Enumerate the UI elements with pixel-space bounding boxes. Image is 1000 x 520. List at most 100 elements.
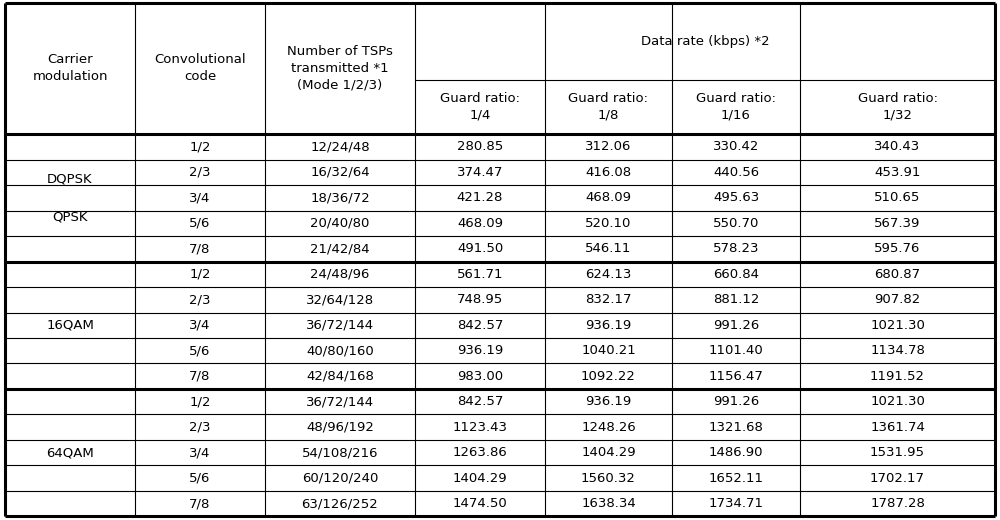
Text: Guard ratio:
1/16: Guard ratio: 1/16 <box>696 92 776 122</box>
Text: 983.00: 983.00 <box>457 370 503 383</box>
Text: 495.63: 495.63 <box>713 191 759 204</box>
Text: 60/120/240: 60/120/240 <box>302 472 378 485</box>
Text: 1/2: 1/2 <box>189 395 211 408</box>
Text: 1248.26: 1248.26 <box>581 421 636 434</box>
Text: 561.71: 561.71 <box>457 268 503 281</box>
Text: 1021.30: 1021.30 <box>870 395 925 408</box>
Text: 1040.21: 1040.21 <box>581 344 636 357</box>
Text: 340.43: 340.43 <box>874 140 921 153</box>
Text: 1092.22: 1092.22 <box>581 370 636 383</box>
Text: 63/126/252: 63/126/252 <box>302 497 378 510</box>
Text: 1474.50: 1474.50 <box>453 497 507 510</box>
Text: 64QAM: 64QAM <box>46 446 94 459</box>
Text: Guard ratio:
1/32: Guard ratio: 1/32 <box>858 92 938 122</box>
Text: 1/2: 1/2 <box>189 268 211 281</box>
Text: 748.95: 748.95 <box>457 293 503 306</box>
Text: 1734.71: 1734.71 <box>708 497 764 510</box>
Text: Number of TSPs
transmitted *1
(Mode 1/2/3): Number of TSPs transmitted *1 (Mode 1/2/… <box>287 45 393 92</box>
Text: 7/8: 7/8 <box>189 242 211 255</box>
Text: 907.82: 907.82 <box>874 293 921 306</box>
Text: 578.23: 578.23 <box>713 242 759 255</box>
Text: 680.87: 680.87 <box>874 268 921 281</box>
Text: 1021.30: 1021.30 <box>870 319 925 332</box>
Text: 546.11: 546.11 <box>585 242 632 255</box>
Text: 936.19: 936.19 <box>585 395 632 408</box>
Text: 842.57: 842.57 <box>457 395 503 408</box>
Text: 2/3: 2/3 <box>189 293 211 306</box>
Text: 595.76: 595.76 <box>874 242 921 255</box>
Text: 1560.32: 1560.32 <box>581 472 636 485</box>
Text: 20/40/80: 20/40/80 <box>310 217 370 230</box>
Text: 7/8: 7/8 <box>189 497 211 510</box>
Text: Data rate (kbps) *2: Data rate (kbps) *2 <box>641 34 769 47</box>
Text: 3/4: 3/4 <box>189 446 211 459</box>
Text: Guard ratio:
1/8: Guard ratio: 1/8 <box>568 92 648 122</box>
Text: 1361.74: 1361.74 <box>870 421 925 434</box>
Text: 24/48/96: 24/48/96 <box>310 268 370 281</box>
Text: 1486.90: 1486.90 <box>709 446 763 459</box>
Text: 624.13: 624.13 <box>585 268 632 281</box>
Text: 832.17: 832.17 <box>585 293 632 306</box>
Text: 330.42: 330.42 <box>713 140 759 153</box>
Text: 1263.86: 1263.86 <box>453 446 507 459</box>
Text: 36/72/144: 36/72/144 <box>306 395 374 408</box>
Text: 991.26: 991.26 <box>713 319 759 332</box>
Text: 991.26: 991.26 <box>713 395 759 408</box>
Text: 42/84/168: 42/84/168 <box>306 370 374 383</box>
Text: 1101.40: 1101.40 <box>709 344 763 357</box>
Text: 54/108/216: 54/108/216 <box>302 446 378 459</box>
Text: 1/2: 1/2 <box>189 140 211 153</box>
Text: 453.91: 453.91 <box>874 166 921 179</box>
Text: 567.39: 567.39 <box>874 217 921 230</box>
Text: 936.19: 936.19 <box>585 319 632 332</box>
Text: 3/4: 3/4 <box>189 319 211 332</box>
Text: 881.12: 881.12 <box>713 293 759 306</box>
Text: 1156.47: 1156.47 <box>709 370 763 383</box>
Text: 1191.52: 1191.52 <box>870 370 925 383</box>
Text: 520.10: 520.10 <box>585 217 632 230</box>
Text: 48/96/192: 48/96/192 <box>306 421 374 434</box>
Text: 421.28: 421.28 <box>457 191 503 204</box>
Text: 1123.43: 1123.43 <box>452 421 508 434</box>
Text: Convolutional
code: Convolutional code <box>154 54 246 83</box>
Text: 374.47: 374.47 <box>457 166 503 179</box>
Text: 36/72/144: 36/72/144 <box>306 319 374 332</box>
Text: 416.08: 416.08 <box>585 166 632 179</box>
Text: 1404.29: 1404.29 <box>453 472 507 485</box>
Text: DQPSK

QPSK: DQPSK QPSK <box>47 172 93 224</box>
Text: 16QAM: 16QAM <box>46 319 94 332</box>
Text: 842.57: 842.57 <box>457 319 503 332</box>
Text: 1787.28: 1787.28 <box>870 497 925 510</box>
Text: 1321.68: 1321.68 <box>709 421 763 434</box>
Text: 1134.78: 1134.78 <box>870 344 925 357</box>
Text: 1702.17: 1702.17 <box>870 472 925 485</box>
Text: 510.65: 510.65 <box>874 191 921 204</box>
Text: 1531.95: 1531.95 <box>870 446 925 459</box>
Text: 936.19: 936.19 <box>457 344 503 357</box>
Text: 491.50: 491.50 <box>457 242 503 255</box>
Text: 3/4: 3/4 <box>189 191 211 204</box>
Text: 5/6: 5/6 <box>189 217 211 230</box>
Text: 1652.11: 1652.11 <box>708 472 764 485</box>
Text: 1404.29: 1404.29 <box>581 446 636 459</box>
Text: 550.70: 550.70 <box>713 217 759 230</box>
Text: 21/42/84: 21/42/84 <box>310 242 370 255</box>
Text: 32/64/128: 32/64/128 <box>306 293 374 306</box>
Text: Carrier
modulation: Carrier modulation <box>32 54 108 83</box>
Text: 2/3: 2/3 <box>189 166 211 179</box>
Text: 312.06: 312.06 <box>585 140 632 153</box>
Text: Guard ratio:
1/4: Guard ratio: 1/4 <box>440 92 520 122</box>
Text: 5/6: 5/6 <box>189 472 211 485</box>
Text: 468.09: 468.09 <box>457 217 503 230</box>
Text: 1638.34: 1638.34 <box>581 497 636 510</box>
Text: 16/32/64: 16/32/64 <box>310 166 370 179</box>
Text: 40/80/160: 40/80/160 <box>306 344 374 357</box>
Text: 5/6: 5/6 <box>189 344 211 357</box>
Text: 2/3: 2/3 <box>189 421 211 434</box>
Text: 468.09: 468.09 <box>586 191 632 204</box>
Text: 280.85: 280.85 <box>457 140 503 153</box>
Text: 12/24/48: 12/24/48 <box>310 140 370 153</box>
Text: 7/8: 7/8 <box>189 370 211 383</box>
Text: 18/36/72: 18/36/72 <box>310 191 370 204</box>
Text: 660.84: 660.84 <box>713 268 759 281</box>
